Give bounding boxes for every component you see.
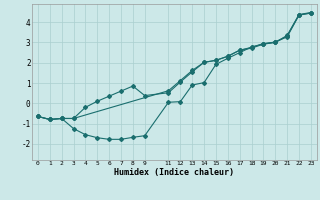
X-axis label: Humidex (Indice chaleur): Humidex (Indice chaleur) xyxy=(115,168,234,177)
